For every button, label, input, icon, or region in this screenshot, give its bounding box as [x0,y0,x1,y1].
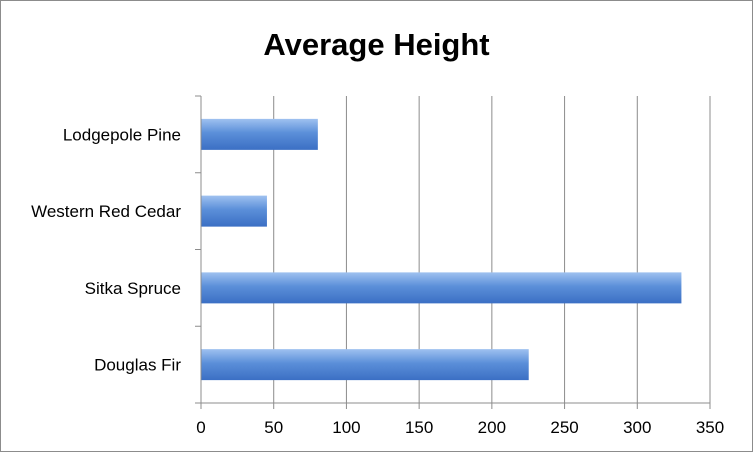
x-tick-label: 100 [332,418,360,437]
x-tick-label: 200 [478,418,506,437]
bar-lodgepole-pine [202,119,318,150]
x-tick-label: 350 [696,418,724,437]
x-tick-label: 0 [196,418,205,437]
category-label: Douglas Fir [94,356,181,375]
bar-sitka-spruce [202,272,682,303]
x-tick-label: 300 [623,418,651,437]
category-label: Western Red Cedar [31,202,181,221]
category-label: Sitka Spruce [85,279,181,298]
x-tick-label: 50 [264,418,283,437]
bar-western-red-cedar [202,196,267,227]
bar-douglas-fir [202,349,529,380]
x-tick-label: 250 [550,418,578,437]
x-tick-label: 150 [405,418,433,437]
category-label: Lodgepole Pine [63,125,181,144]
